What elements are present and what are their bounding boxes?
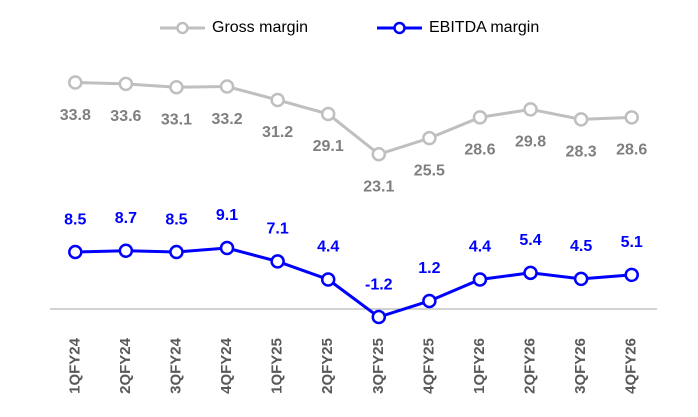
legend-marker xyxy=(393,21,406,35)
point xyxy=(118,243,134,258)
data-label: 8.5 xyxy=(64,211,86,228)
legend-marker xyxy=(176,21,189,35)
legend-label: Gross margin xyxy=(212,19,308,36)
point xyxy=(219,79,235,94)
point xyxy=(371,146,387,162)
point xyxy=(68,244,83,260)
x-tick-label: 3QFY26 xyxy=(572,338,589,394)
data-label: 5.4 xyxy=(519,232,541,249)
data-label: 29.1 xyxy=(313,138,344,155)
data-label: 25.5 xyxy=(414,162,445,179)
data-label: 29.8 xyxy=(515,134,546,151)
point xyxy=(68,75,83,90)
data-label: 8.7 xyxy=(115,210,137,227)
data-label: 28.6 xyxy=(464,142,495,159)
x-tick-label: 4QFY25 xyxy=(420,338,437,394)
series-line xyxy=(75,246,632,319)
point xyxy=(371,309,387,325)
data-label: 33.8 xyxy=(60,107,91,124)
data-label: 1.2 xyxy=(418,260,440,277)
data-label: 33.6 xyxy=(110,108,141,125)
x-tick-label: 3QFY24 xyxy=(167,337,184,394)
point xyxy=(320,106,336,122)
point xyxy=(472,272,488,287)
data-label: 4.4 xyxy=(317,239,339,256)
point xyxy=(472,110,488,125)
point xyxy=(573,112,589,127)
data-label: 4.4 xyxy=(469,239,491,256)
point xyxy=(219,240,235,256)
x-tick-label: 1QFY26 xyxy=(471,338,488,394)
x-tick-label: 2QFY24 xyxy=(117,337,134,394)
point xyxy=(523,265,538,281)
legend-label: EBITDA margin xyxy=(429,19,539,36)
data-label: 5.1 xyxy=(621,234,643,251)
data-label: 33.1 xyxy=(161,111,192,128)
point xyxy=(624,267,639,283)
point xyxy=(169,79,184,95)
data-label: 23.1 xyxy=(363,178,394,195)
data-label: 33.2 xyxy=(211,111,242,128)
data-label: 28.6 xyxy=(616,142,647,159)
point xyxy=(422,293,437,309)
point xyxy=(118,76,134,92)
data-label: 8.5 xyxy=(165,211,187,228)
point xyxy=(523,102,538,117)
series-line xyxy=(75,81,632,156)
x-tick-label: 4QFY24 xyxy=(218,337,235,394)
x-tick-label: 3QFY25 xyxy=(370,338,387,394)
x-tick-label: 4QFY26 xyxy=(623,338,640,394)
x-tick-label: 1QFY25 xyxy=(269,338,286,394)
point xyxy=(624,110,639,125)
point xyxy=(422,130,437,146)
x-tick-label: 2QFY25 xyxy=(319,338,336,394)
data-label: -1.2 xyxy=(365,276,393,293)
point xyxy=(270,92,285,108)
data-label: 9.1 xyxy=(216,207,238,224)
data-label: 28.3 xyxy=(566,144,597,161)
x-tick-label: 1QFY24 xyxy=(66,337,83,394)
data-label: 7.1 xyxy=(267,221,289,238)
data-label: 31.2 xyxy=(262,124,293,141)
point xyxy=(270,254,285,269)
point xyxy=(573,271,589,287)
x-tick-label: 2QFY26 xyxy=(522,338,539,394)
data-label: 4.5 xyxy=(570,238,592,255)
point xyxy=(169,244,184,260)
point xyxy=(320,272,336,287)
